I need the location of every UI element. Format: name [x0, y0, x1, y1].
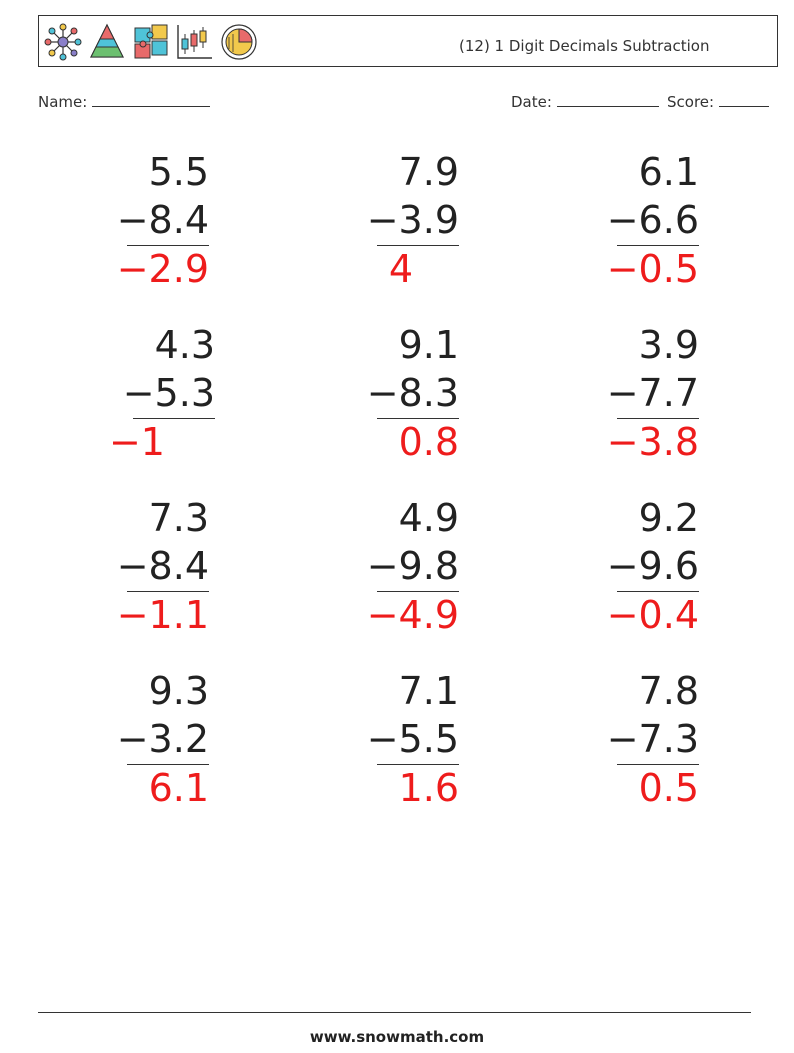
problem-11: 7.1 −5.5 1.6	[309, 668, 459, 818]
problem-12: 7.8 −7.3 0.5	[549, 668, 699, 818]
answer-line	[617, 764, 699, 765]
answer-line	[617, 245, 699, 246]
subtrahend: −6.6	[606, 198, 699, 242]
minuend: 7.3	[148, 496, 209, 540]
problem-7: 7.3 −8.4 −1.1	[59, 495, 209, 645]
footer-site-link[interactable]: www.snowmath.com	[309, 1028, 485, 1046]
minuend: 4.3	[154, 323, 215, 367]
subtrahend: −7.7	[606, 371, 699, 415]
subtrahend: −8.3	[366, 371, 459, 415]
score-blank[interactable]	[718, 92, 769, 107]
answer-line	[127, 591, 209, 592]
answer-line	[127, 245, 209, 246]
puzzle-icon	[134, 24, 168, 59]
answer: 0.8	[398, 420, 459, 464]
problem-2: 7.9 −3.9 4	[309, 149, 459, 299]
minuend: 7.1	[398, 669, 459, 713]
minuend: 9.3	[148, 669, 209, 713]
score-field[interactable]: Score:	[667, 92, 769, 111]
minuend: 5.5	[148, 150, 209, 194]
name-field[interactable]: Name:	[38, 92, 211, 111]
answer: −2.9	[116, 247, 209, 291]
answer: 0.5	[638, 766, 699, 810]
footer-divider	[38, 1012, 751, 1013]
answer-line	[377, 764, 459, 765]
answer: −0.5	[606, 247, 699, 291]
answer: 1.6	[398, 766, 459, 810]
icon-strip	[43, 20, 259, 64]
answer: −4.9	[366, 593, 459, 637]
answer-line	[617, 591, 699, 592]
answer-line	[377, 591, 459, 592]
problem-10: 9.3 −3.2 6.1	[59, 668, 209, 818]
answer: −1.1	[116, 593, 209, 637]
answer: 4	[388, 247, 413, 291]
problem-8: 4.9 −9.8 −4.9	[309, 495, 459, 645]
minuend: 6.1	[638, 150, 699, 194]
answer-line	[377, 245, 459, 246]
subtrahend: −8.4	[116, 544, 209, 588]
name-blank[interactable]	[92, 92, 211, 107]
subtrahend: −9.6	[606, 544, 699, 588]
problem-5: 9.1 −8.3 0.8	[309, 322, 459, 472]
subtrahend: −3.2	[116, 717, 209, 761]
answer: 6.1	[148, 766, 209, 810]
pie-chart-icon	[221, 24, 257, 60]
date-blank[interactable]	[556, 92, 659, 107]
problem-6: 3.9 −7.7 −3.8	[549, 322, 699, 472]
answer: −3.8	[606, 420, 699, 464]
minuend: 7.8	[638, 669, 699, 713]
pyramid-icon	[90, 23, 124, 58]
subtrahend: −3.9	[366, 198, 459, 242]
header-box: (12) 1 Digit Decimals Subtraction	[38, 15, 778, 67]
problem-1: 5.5 −8.4 −2.9	[59, 149, 209, 299]
date-field[interactable]: Date:	[511, 92, 659, 111]
subtrahend: −7.3	[606, 717, 699, 761]
problem-4: 4.3 −5.3 −1	[65, 322, 215, 472]
name-label: Name:	[38, 93, 88, 111]
subtrahend: −9.8	[366, 544, 459, 588]
minuend: 4.9	[398, 496, 459, 540]
minuend: 9.2	[638, 496, 699, 540]
answer: −0.4	[606, 593, 699, 637]
worksheet-title: (12) 1 Digit Decimals Subtraction	[459, 37, 710, 55]
answer-line	[127, 764, 209, 765]
subtrahend: −5.5	[366, 717, 459, 761]
answer-line	[377, 418, 459, 419]
subtrahend: −8.4	[116, 198, 209, 242]
minuend: 7.9	[398, 150, 459, 194]
answer-line	[133, 418, 215, 419]
minuend: 9.1	[398, 323, 459, 367]
problem-3: 6.1 −6.6 −0.5	[549, 149, 699, 299]
date-label: Date:	[511, 93, 552, 111]
candlestick-chart-icon	[177, 25, 212, 59]
network-icon	[44, 23, 82, 61]
minuend: 3.9	[638, 323, 699, 367]
problem-9: 9.2 −9.6 −0.4	[549, 495, 699, 645]
subtrahend: −5.3	[122, 371, 215, 415]
answer-line	[617, 418, 699, 419]
answer: −1	[108, 420, 165, 464]
score-label: Score:	[667, 93, 715, 111]
